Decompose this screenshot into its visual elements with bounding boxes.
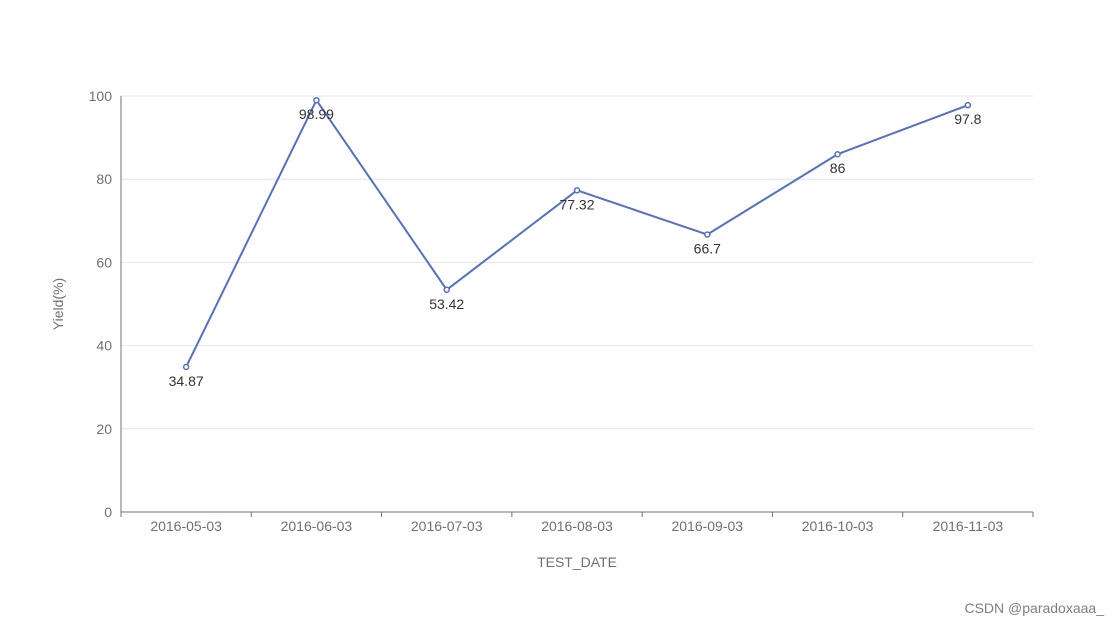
data-point <box>573 187 581 194</box>
data-label: 34.87 <box>169 373 204 389</box>
x-tick-label: 2016-08-03 <box>541 518 613 534</box>
y-axis: 0 20 40 60 80 100 <box>89 88 122 520</box>
data-point <box>182 363 190 371</box>
x-tick-label: 2016-06-03 <box>281 518 353 534</box>
x-tick-label: 2016-09-03 <box>671 518 743 534</box>
data-label: 97.8 <box>954 111 981 127</box>
series-line <box>185 99 969 368</box>
x-axis-title: TEST_DATE <box>537 554 617 570</box>
y-tick-label: 20 <box>96 421 112 437</box>
x-tick-label: 2016-11-03 <box>933 518 1004 534</box>
data-label: 66.7 <box>694 241 721 257</box>
x-axis: 2016-05-03 2016-06-03 2016-07-03 2016-08-03… <box>120 511 1034 534</box>
y-tick-label: 100 <box>89 88 113 104</box>
y-tick-label: 0 <box>104 504 112 520</box>
data-point <box>443 286 450 294</box>
grid-lines <box>121 95 1033 430</box>
x-tick-label: 2016-10-03 <box>802 518 874 534</box>
data-label: 98.99 <box>299 106 334 122</box>
series-group: 34.87 98.99 53.42 77.32 66.7 86 97.8 <box>169 96 982 389</box>
data-label: 53.42 <box>429 296 464 312</box>
data-label: 77.32 <box>559 196 594 212</box>
x-tick-label: 2016-07-03 <box>411 518 483 534</box>
data-label: 86 <box>830 160 846 176</box>
data-point <box>834 150 841 158</box>
y-tick-label: 40 <box>96 338 112 354</box>
data-point <box>704 231 711 238</box>
x-tick-label: 2016-05-03 <box>150 518 222 534</box>
y-axis-title: Yield(%) <box>50 278 66 330</box>
data-point <box>964 101 972 109</box>
y-tick-label: 80 <box>96 171 112 187</box>
watermark: CSDN @paradoxaaa_ <box>964 600 1104 616</box>
y-tick-label: 60 <box>96 254 112 270</box>
data-point <box>313 96 320 104</box>
